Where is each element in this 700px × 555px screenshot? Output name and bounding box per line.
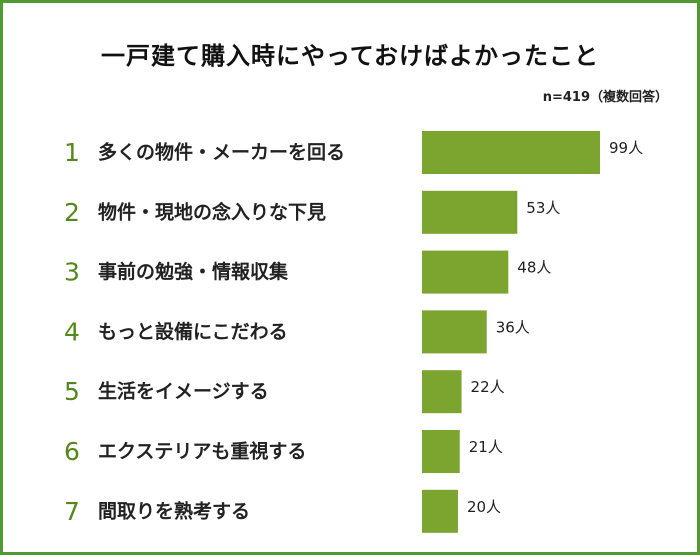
- value-label: 53人: [526, 199, 560, 217]
- bar: [422, 310, 487, 354]
- rank-number: 7: [64, 497, 80, 526]
- rank-number: 6: [64, 437, 80, 466]
- value-label: 21人: [469, 438, 503, 456]
- sample-size-note: n=419（複数回答）: [542, 90, 668, 105]
- value-label: 20人: [467, 498, 501, 516]
- bar: [422, 489, 458, 533]
- rank-number: 3: [64, 258, 80, 287]
- bar: [422, 250, 509, 294]
- category-label: 生活をイメージする: [98, 380, 269, 403]
- category-label: 間取りを熟考する: [98, 499, 250, 522]
- rank-number: 2: [64, 198, 80, 227]
- rank-number: 4: [64, 317, 80, 346]
- value-label: 22人: [471, 378, 505, 396]
- category-label: 物件・現地の念入りな下見: [98, 200, 326, 223]
- category-label: 多くの物件・メーカーを回る: [98, 141, 345, 164]
- chart-title: 一戸建て購入時にやっておけばよかったこと: [100, 42, 600, 70]
- bar: [422, 370, 462, 414]
- value-label: 48人: [517, 259, 551, 277]
- value-label: 99人: [609, 139, 643, 157]
- bar: [422, 430, 460, 473]
- bar: [422, 131, 600, 174]
- category-label: エクステリアも重視する: [98, 440, 306, 463]
- rank-number: 5: [64, 377, 80, 406]
- category-label: もっと設備にこだわる: [98, 320, 288, 343]
- value-label: 36人: [496, 318, 530, 336]
- category-label: 事前の勉強・情報収集: [98, 260, 289, 283]
- bar: [422, 190, 518, 234]
- rank-number: 1: [64, 138, 80, 167]
